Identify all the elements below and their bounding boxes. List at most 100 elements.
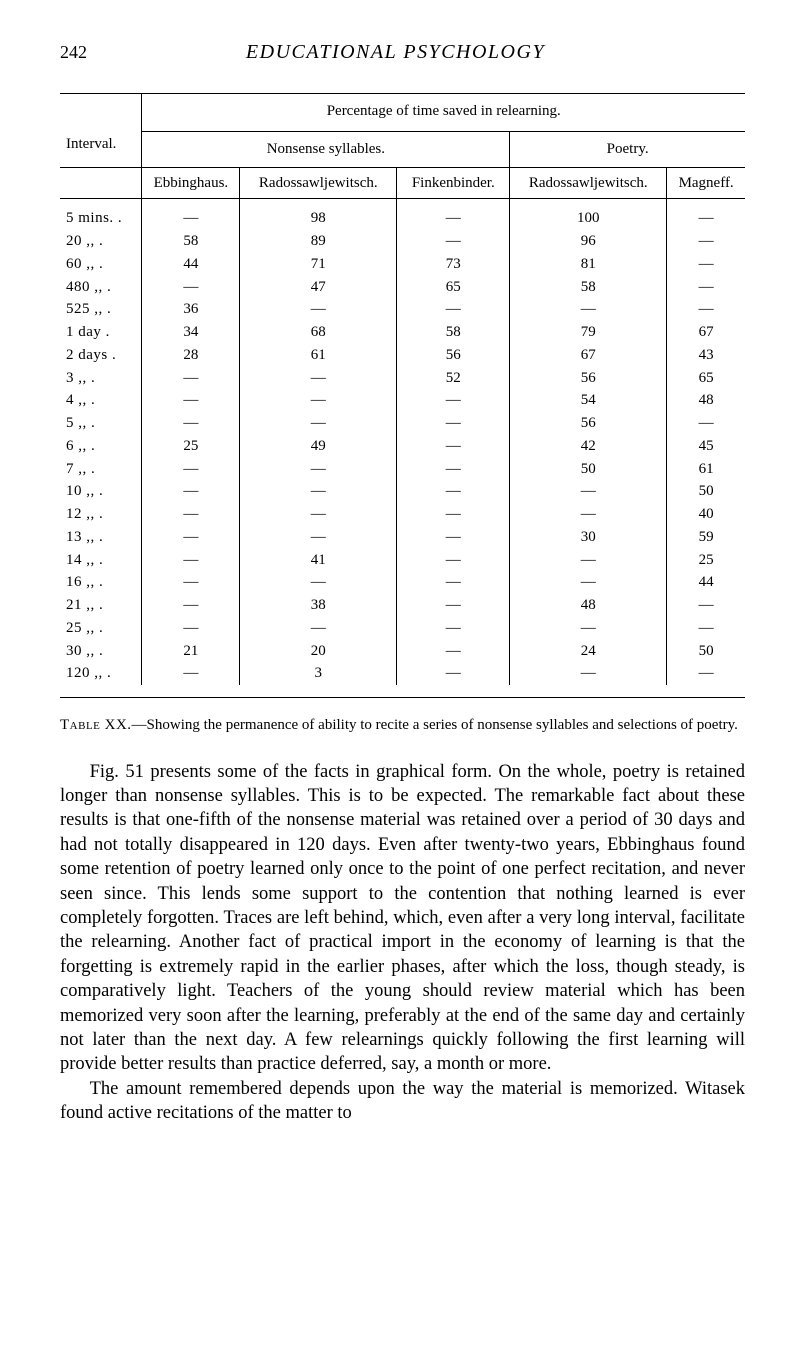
data-cell: 98: [240, 199, 397, 230]
data-cell: 54: [510, 389, 667, 412]
data-cell: —: [142, 571, 240, 594]
data-cell: —: [142, 594, 240, 617]
data-cell: —: [142, 199, 240, 230]
data-cell: 67: [510, 344, 667, 367]
data-cell: 28: [142, 344, 240, 367]
data-cell: 25: [142, 435, 240, 458]
data-cell: —: [142, 662, 240, 685]
data-cell: —: [142, 480, 240, 503]
data-cell: 52: [397, 367, 510, 390]
interval-cell: 20 ,, .: [60, 230, 142, 253]
col-finkenbinder: Finkenbinder.: [397, 167, 510, 199]
data-cell: —: [667, 594, 745, 617]
data-cell: 61: [667, 458, 745, 481]
data-cell: —: [142, 526, 240, 549]
data-cell: 36: [142, 298, 240, 321]
data-cell: —: [510, 503, 667, 526]
table-row: 30 ,, .2120—2450: [60, 640, 745, 663]
data-cell: —: [667, 276, 745, 299]
data-cell: —: [510, 298, 667, 321]
interval-cell: 25 ,, .: [60, 617, 142, 640]
table-row: 7 ,, .———5061: [60, 458, 745, 481]
data-cell: —: [142, 549, 240, 572]
data-cell: 24: [510, 640, 667, 663]
interval-cell: 6 ,, .: [60, 435, 142, 458]
table-row: 14 ,, .—41——25: [60, 549, 745, 572]
data-cell: —: [397, 458, 510, 481]
data-cell: —: [240, 298, 397, 321]
interval-cell: 5 mins. .: [60, 199, 142, 230]
data-cell: —: [397, 662, 510, 685]
interval-cell: 13 ,, .: [60, 526, 142, 549]
data-cell: —: [240, 412, 397, 435]
data-cell: 56: [510, 367, 667, 390]
table-caption: Table XX.—Showing the permanence of abil…: [60, 716, 745, 736]
data-cell: —: [397, 480, 510, 503]
data-cell: 100: [510, 199, 667, 230]
data-cell: —: [240, 458, 397, 481]
data-cell: —: [240, 617, 397, 640]
data-cell: 50: [667, 640, 745, 663]
data-cell: —: [510, 571, 667, 594]
interval-cell: 12 ,, .: [60, 503, 142, 526]
data-cell: —: [240, 389, 397, 412]
super-header: Percentage of time saved in relearning.: [142, 94, 745, 132]
data-cell: 48: [667, 389, 745, 412]
data-cell: —: [510, 617, 667, 640]
col-radossawljewitsch-1: Radossawljewitsch.: [240, 167, 397, 199]
data-cell: —: [240, 367, 397, 390]
table-row: 2 days .2861566743: [60, 344, 745, 367]
table-row: 12 ,, .————40: [60, 503, 745, 526]
table-row: 5 ,, .———56—: [60, 412, 745, 435]
data-cell: —: [142, 412, 240, 435]
data-cell: —: [142, 617, 240, 640]
data-cell: —: [397, 526, 510, 549]
data-cell: 3: [240, 662, 397, 685]
data-cell: —: [667, 412, 745, 435]
table-row: 525 ,, .36————: [60, 298, 745, 321]
table-row: 480 ,, .—476558—: [60, 276, 745, 299]
data-cell: 38: [240, 594, 397, 617]
data-cell: 48: [510, 594, 667, 617]
data-cell: 42: [510, 435, 667, 458]
data-table: Interval. Percentage of time saved in re…: [60, 93, 745, 698]
data-cell: 61: [240, 344, 397, 367]
caption-label: Table XX.: [60, 717, 132, 733]
interval-cell: 14 ,, .: [60, 549, 142, 572]
data-cell: 68: [240, 321, 397, 344]
interval-cell: 60 ,, .: [60, 253, 142, 276]
data-cell: —: [667, 230, 745, 253]
data-cell: —: [397, 298, 510, 321]
data-cell: —: [240, 480, 397, 503]
data-cell: 58: [510, 276, 667, 299]
interval-cell: 7 ,, .: [60, 458, 142, 481]
data-cell: —: [142, 389, 240, 412]
table-row: 4 ,, .———5448: [60, 389, 745, 412]
body-paragraph-1: Fig. 51 presents some of the facts in gr…: [60, 760, 745, 1077]
data-cell: 58: [142, 230, 240, 253]
table-row: 20 ,, .5889—96—: [60, 230, 745, 253]
interval-cell: 525 ,, .: [60, 298, 142, 321]
data-cell: 89: [240, 230, 397, 253]
data-cell: —: [397, 640, 510, 663]
table-row: 3 ,, .——525665: [60, 367, 745, 390]
data-cell: 96: [510, 230, 667, 253]
data-cell: —: [397, 435, 510, 458]
data-cell: 30: [510, 526, 667, 549]
data-cell: 73: [397, 253, 510, 276]
table-row: 120 ,, .—3———: [60, 662, 745, 685]
data-cell: 67: [667, 321, 745, 344]
col-radossawljewitsch-2: Radossawljewitsch.: [510, 167, 667, 199]
table-row: 10 ,, .————50: [60, 480, 745, 503]
data-cell: —: [142, 367, 240, 390]
data-cell: 25: [667, 549, 745, 572]
table-row: 1 day .3468587967: [60, 321, 745, 344]
table-row: 60 ,, .44717381—: [60, 253, 745, 276]
table-row: 13 ,, .———3059: [60, 526, 745, 549]
data-cell: 34: [142, 321, 240, 344]
interval-cell: 30 ,, .: [60, 640, 142, 663]
table-row: 5 mins. .—98—100—: [60, 199, 745, 230]
table-row: 21 ,, .—38—48—: [60, 594, 745, 617]
data-cell: 45: [667, 435, 745, 458]
body-paragraph-2: The amount remembered depends upon the w…: [60, 1077, 745, 1126]
